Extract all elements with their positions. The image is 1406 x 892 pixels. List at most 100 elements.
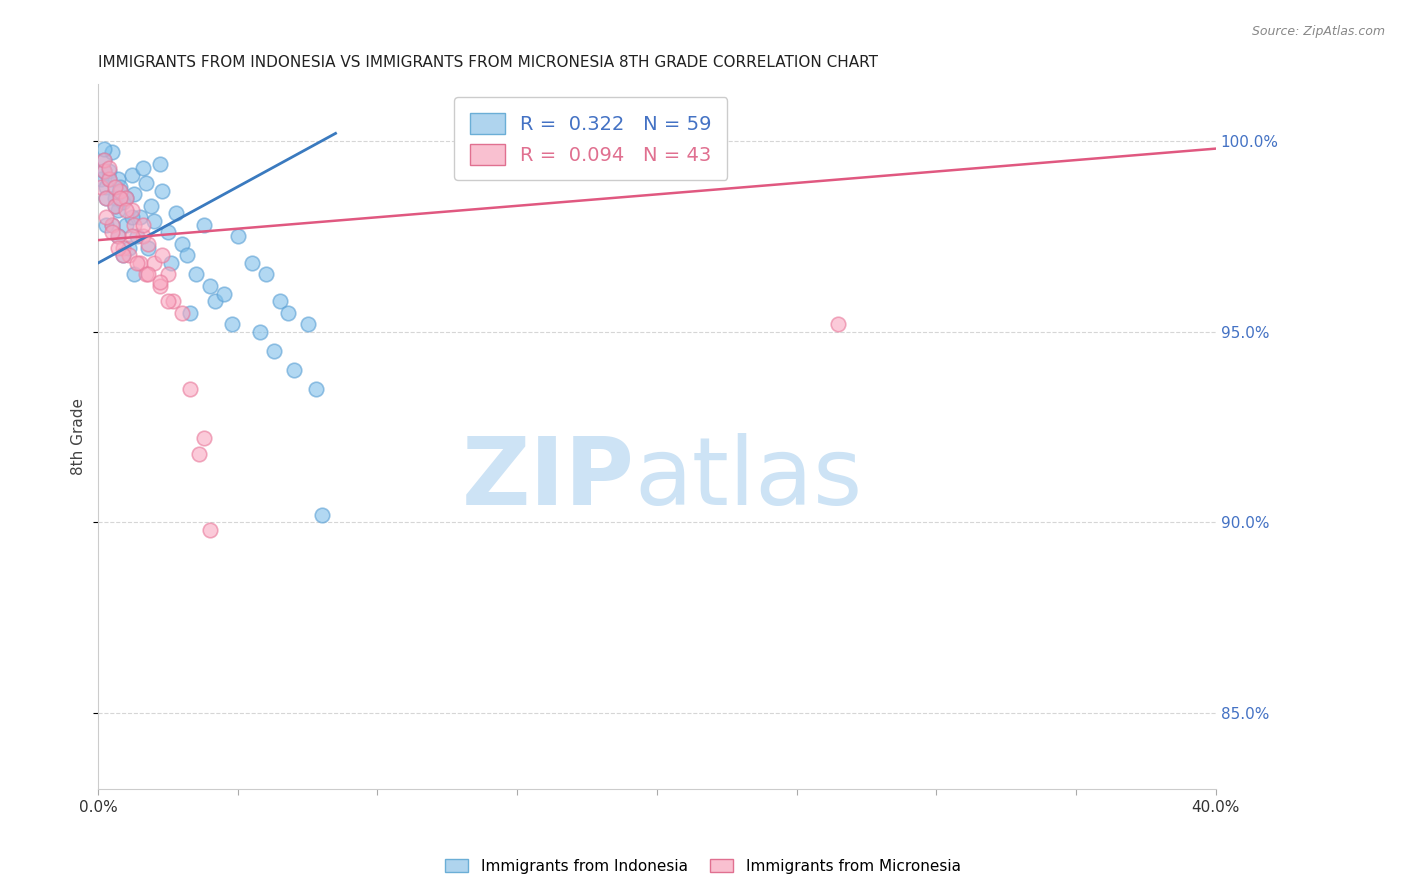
Point: [93, 153, 115, 167]
Point: [135, 268, 157, 282]
Point: [110, 191, 132, 205]
Point: [118, 248, 141, 262]
Point: [107, 229, 129, 244]
Legend: Immigrants from Indonesia, Immigrants from Micronesia: Immigrants from Indonesia, Immigrants fr…: [439, 853, 967, 880]
Point: [115, 202, 138, 217]
Point: [176, 248, 198, 262]
Point: [112, 194, 135, 209]
Point: [107, 202, 129, 217]
Point: [249, 325, 271, 339]
Point: [179, 305, 201, 319]
Point: [132, 218, 155, 232]
Point: [179, 382, 201, 396]
Point: [193, 218, 215, 232]
Legend: R =  0.322   N = 59, R =  0.094   N = 43: R = 0.322 N = 59, R = 0.094 N = 43: [454, 97, 727, 180]
Point: [132, 229, 155, 244]
Point: [187, 447, 209, 461]
Point: [148, 278, 170, 293]
Point: [150, 184, 173, 198]
Point: [124, 218, 146, 232]
Point: [170, 236, 193, 251]
Point: [124, 268, 146, 282]
Point: [827, 317, 849, 331]
Point: [98, 172, 121, 186]
Point: [96, 191, 118, 205]
Point: [170, 305, 193, 319]
Point: [269, 294, 291, 309]
Point: [115, 191, 138, 205]
Point: [129, 211, 152, 225]
Point: [277, 305, 299, 319]
Point: [104, 179, 127, 194]
Point: [90, 172, 112, 186]
Point: [184, 268, 207, 282]
Point: [127, 256, 149, 270]
Point: [148, 275, 170, 289]
Point: [101, 218, 124, 232]
Point: [198, 278, 221, 293]
Point: [93, 164, 115, 178]
Point: [127, 229, 149, 244]
Point: [101, 218, 124, 232]
Point: [124, 187, 146, 202]
Point: [96, 218, 118, 232]
Text: IMMIGRANTS FROM INDONESIA VS IMMIGRANTS FROM MICRONESIA 8TH GRADE CORRELATION CH: IMMIGRANTS FROM INDONESIA VS IMMIGRANTS …: [98, 55, 877, 70]
Point: [93, 142, 115, 156]
Point: [159, 256, 181, 270]
Point: [101, 145, 124, 160]
Point: [112, 248, 135, 262]
Point: [156, 268, 179, 282]
Point: [96, 211, 118, 225]
Point: [142, 256, 165, 270]
Point: [132, 161, 155, 175]
Point: [156, 226, 179, 240]
Point: [107, 241, 129, 255]
Point: [96, 179, 118, 194]
Point: [104, 199, 127, 213]
Point: [283, 363, 305, 377]
Point: [150, 248, 173, 262]
Point: [254, 268, 277, 282]
Point: [98, 172, 121, 186]
Point: [162, 294, 184, 309]
Point: [98, 164, 121, 178]
Text: ZIP: ZIP: [461, 433, 634, 524]
Point: [204, 294, 226, 309]
Point: [226, 229, 249, 244]
Point: [115, 191, 138, 205]
Point: [110, 184, 132, 198]
Point: [212, 286, 235, 301]
Point: [107, 229, 129, 244]
Point: [142, 214, 165, 228]
Point: [93, 153, 115, 167]
Point: [121, 229, 143, 244]
Point: [297, 317, 319, 331]
Point: [138, 268, 160, 282]
Point: [93, 164, 115, 178]
Point: [110, 184, 132, 198]
Point: [263, 343, 285, 358]
Point: [305, 382, 328, 396]
Point: [115, 218, 138, 232]
Point: [148, 157, 170, 171]
Point: [96, 191, 118, 205]
Point: [221, 317, 243, 331]
Point: [110, 179, 132, 194]
Point: [121, 211, 143, 225]
Point: [138, 236, 160, 251]
Point: [121, 169, 143, 183]
Point: [135, 176, 157, 190]
Point: [112, 241, 135, 255]
Point: [90, 179, 112, 194]
Point: [311, 508, 333, 522]
Point: [139, 199, 162, 213]
Text: Source: ZipAtlas.com: Source: ZipAtlas.com: [1251, 25, 1385, 38]
Point: [118, 241, 141, 255]
Text: atlas: atlas: [634, 433, 863, 524]
Point: [101, 226, 124, 240]
Point: [104, 191, 127, 205]
Y-axis label: 8th Grade: 8th Grade: [72, 398, 86, 475]
Point: [107, 172, 129, 186]
Point: [104, 199, 127, 213]
Point: [165, 206, 187, 220]
